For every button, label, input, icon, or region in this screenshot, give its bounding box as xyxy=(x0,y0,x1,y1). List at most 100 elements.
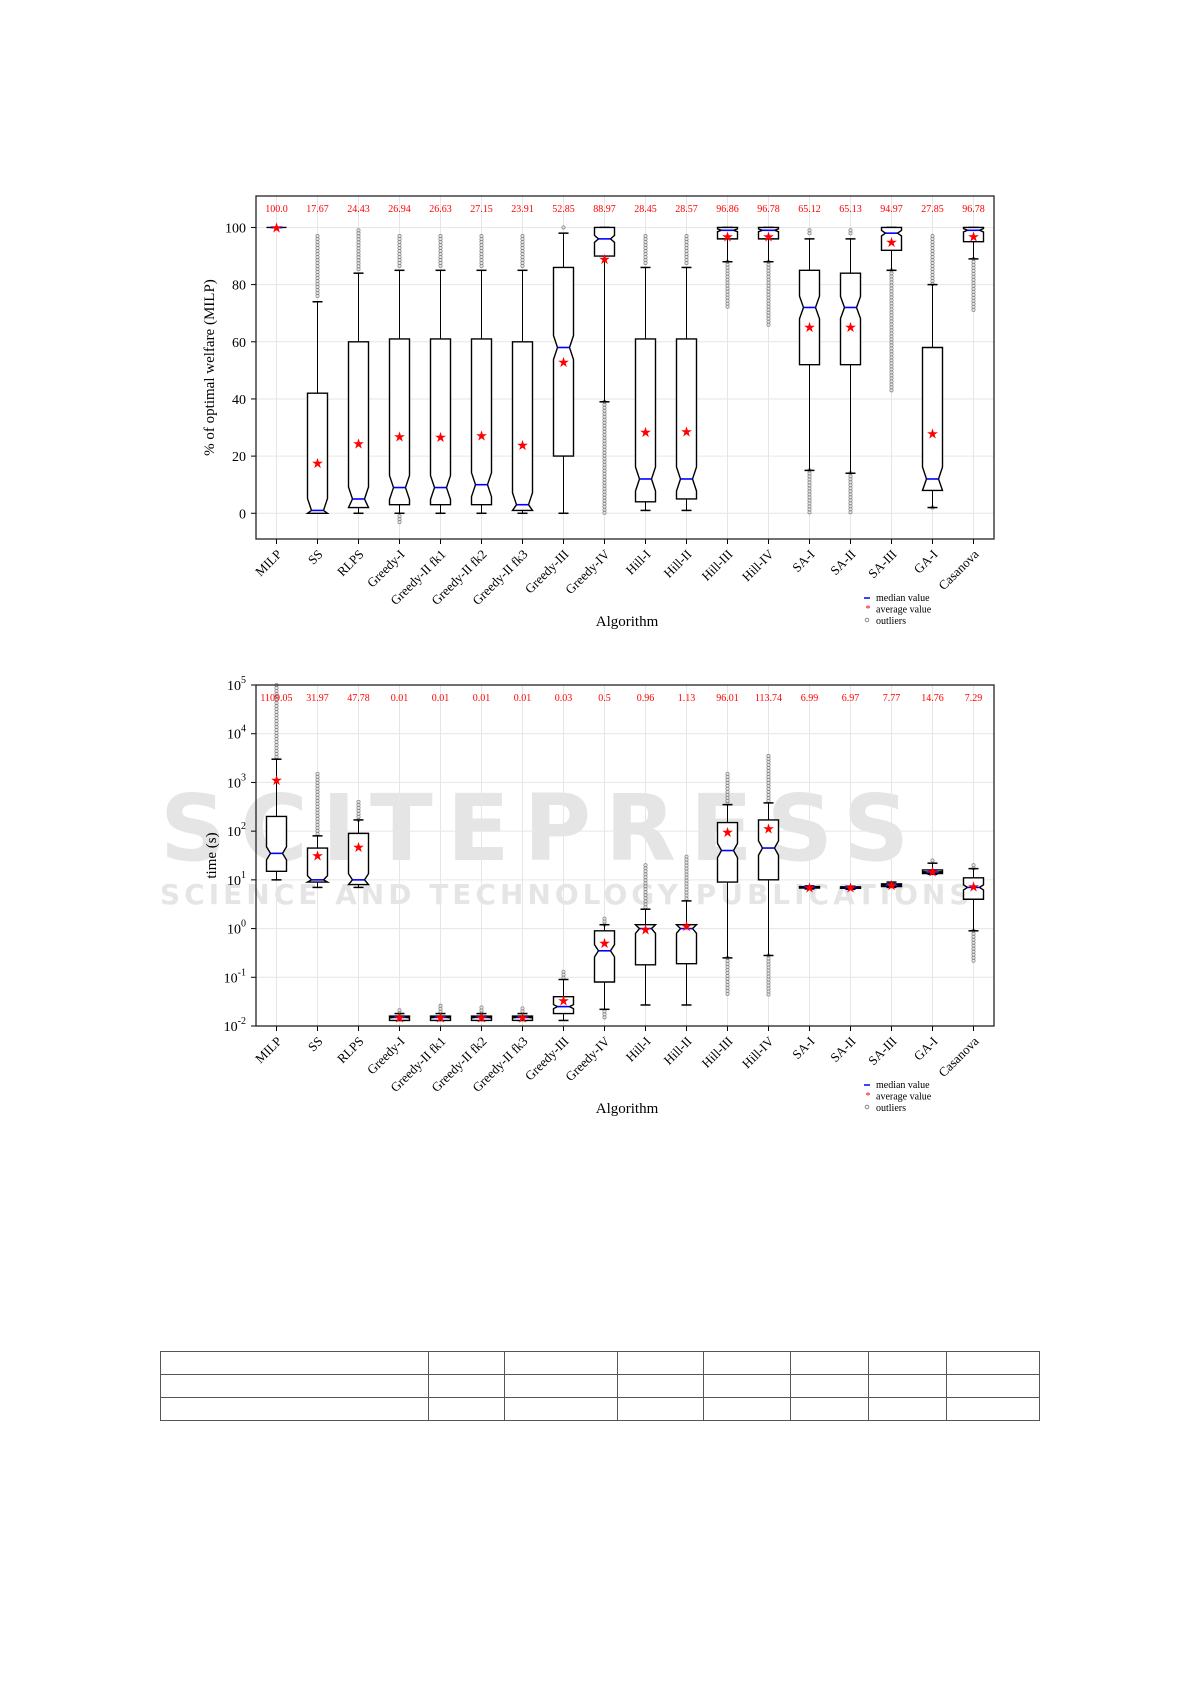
mean-label: 0.01 xyxy=(473,693,491,704)
mean-label: 100.0 xyxy=(265,204,288,215)
mean-star: ★ xyxy=(639,426,652,441)
box-sa-ii: ★ 65.13 xyxy=(839,204,862,515)
x-tick-label: Greedy-IV xyxy=(562,546,613,597)
mean-label: 94.97 xyxy=(880,204,903,215)
x-tick-label: Casanova xyxy=(935,1033,982,1080)
box-body xyxy=(921,346,944,492)
mean-star: ★ xyxy=(557,995,570,1010)
box-rlps: ★ 24.43 xyxy=(347,204,370,515)
y-tick-base: 10 xyxy=(227,679,241,694)
table-cell xyxy=(617,1351,704,1375)
box-body xyxy=(757,819,780,881)
box-body xyxy=(675,338,698,500)
x-tick-label: SA-I xyxy=(789,1034,817,1062)
mean-star: ★ xyxy=(762,231,775,246)
y-tick-base: 10 xyxy=(227,728,241,743)
mean-label: 7.77 xyxy=(883,693,901,704)
mean-star: ★ xyxy=(393,1011,406,1026)
y-tick-label: 0 xyxy=(239,507,246,522)
box-greedy-ii-fk3: ★ 23.91 xyxy=(511,204,534,515)
legend-outlier-icon xyxy=(864,1104,870,1110)
outlier-point xyxy=(643,261,648,266)
y-tick-label: 105 xyxy=(227,675,246,694)
mean-label: 47.78 xyxy=(347,693,370,704)
mean-star: ★ xyxy=(967,881,980,896)
box-body xyxy=(962,877,985,900)
empty-table xyxy=(160,1351,1040,1421)
mean-label: 0.01 xyxy=(514,693,532,704)
table-cell xyxy=(428,1374,505,1398)
mean-label: 52.85 xyxy=(552,204,575,215)
outlier-point xyxy=(807,231,812,236)
x-tick-label: SA-I xyxy=(789,547,817,575)
table-cell xyxy=(504,1374,618,1398)
y-tick-label: 20 xyxy=(232,450,246,465)
box-casanova: ★ 96.78 xyxy=(962,204,985,312)
box-body xyxy=(305,392,330,514)
x-tick-label: Casanova xyxy=(935,546,982,593)
outlier-point xyxy=(438,264,443,269)
mean-star: ★ xyxy=(311,849,324,864)
table-cell xyxy=(946,1351,1040,1375)
mean-label: 0.03 xyxy=(555,693,573,704)
box-body xyxy=(552,266,575,457)
mean-star: ★ xyxy=(639,923,652,938)
outlier-point xyxy=(971,958,976,963)
box-greedy-iv: ★ 0.5 xyxy=(593,693,616,1020)
box-ga-i: ★ 14.76 xyxy=(921,693,944,881)
mean-label: 0.01 xyxy=(432,693,450,704)
box-milp: ★ 1109.05 xyxy=(260,683,293,881)
box-body xyxy=(716,821,739,883)
table-cell xyxy=(703,1374,791,1398)
box-body xyxy=(388,338,411,506)
outlier-point xyxy=(520,264,525,269)
box-body xyxy=(429,338,452,506)
mean-label: 96.86 xyxy=(716,204,739,215)
x-axis-label: Algorithm xyxy=(596,1101,659,1117)
box-hill-i: ★ 28.45 xyxy=(634,204,657,512)
mean-label: 96.78 xyxy=(962,204,985,215)
table-row xyxy=(160,1351,1040,1375)
chart-1: 0 20 40 60 80 100 ★ 100.0 MILP ★ 17.67 SS ★ 24.43 RLPS… xyxy=(202,195,995,630)
mean-label: 0.5 xyxy=(598,693,611,704)
mean-star: ★ xyxy=(885,879,898,894)
mean-star: ★ xyxy=(598,253,611,268)
table-cell xyxy=(790,1397,869,1421)
box-body xyxy=(470,338,493,506)
mean-label: 27.15 xyxy=(470,204,493,215)
y-tick-label: 10-2 xyxy=(224,1016,246,1035)
mean-star: ★ xyxy=(721,230,734,245)
x-tick-label: Hill-II xyxy=(661,547,695,581)
x-axis-label: Algorithm xyxy=(596,614,659,630)
mean-label: 31.97 xyxy=(306,693,329,704)
outlier-point xyxy=(397,264,402,269)
box-hill-ii: ★ 28.57 xyxy=(675,204,698,512)
outlier-point xyxy=(889,388,894,393)
mean-star: ★ xyxy=(352,841,365,856)
outlier-point xyxy=(479,264,484,269)
y-tick-exponent: -1 xyxy=(238,967,246,978)
outlier-point xyxy=(602,510,607,515)
x-tick-label: SA-III xyxy=(865,1034,900,1069)
box-sa-i: ★ 65.12 xyxy=(798,204,821,515)
box-greedy-ii-fk2: ★ 27.15 xyxy=(470,204,493,515)
y-tick-exponent: 3 xyxy=(241,772,246,783)
mean-label: 27.85 xyxy=(921,204,944,215)
box-greedy-iv: ★ 88.97 xyxy=(593,204,616,515)
mean-label: 6.99 xyxy=(801,693,819,704)
y-tick-exponent: 5 xyxy=(241,675,246,686)
x-tick-label: Hill-IV xyxy=(739,546,777,584)
box-milp: ★ 100.0 xyxy=(265,204,288,236)
mean-star: ★ xyxy=(475,430,488,445)
mean-star: ★ xyxy=(557,356,570,371)
x-tick-label: RLPS xyxy=(334,547,367,580)
mean-star: ★ xyxy=(762,822,775,837)
outlier-point xyxy=(971,307,976,312)
box-greedy-i: ★ 26.94 xyxy=(388,204,411,525)
table-cell xyxy=(868,1351,947,1375)
y-tick-base: 10 xyxy=(227,923,241,938)
y-tick-label: 40 xyxy=(232,393,246,408)
legend-item: average value xyxy=(876,605,932,616)
